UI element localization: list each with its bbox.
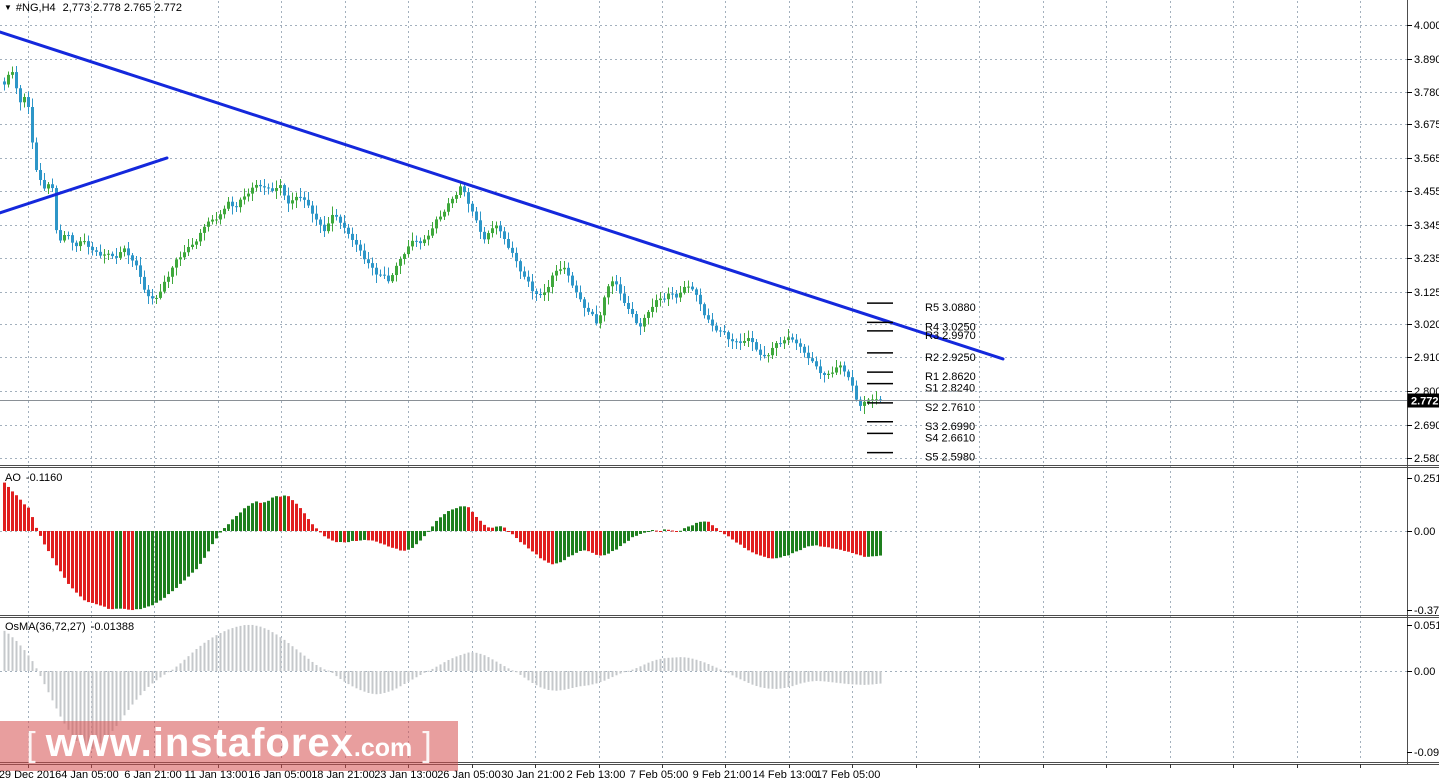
price-axis[interactable]: 4.000 3.890 3.780 3.675 3.565 3.455 3.345 3.235… xyxy=(1407,20,1439,759)
osma-indicator-label: OsMA(36,72,27) -0.01388 xyxy=(5,621,134,633)
ao-indicator-label: AO -0.1160 xyxy=(5,472,62,484)
level-label-R3: R3 2.9970 xyxy=(925,330,976,342)
level-label-R1: R1 2.8620 xyxy=(925,371,976,383)
osma-histogram xyxy=(3,624,882,750)
time-axis-label: 14 Feb 13:00 xyxy=(753,769,818,781)
y-axis-label-3.675: 3.675 xyxy=(1414,119,1439,131)
symbol-ohlc-quote: 2,773 2.778 2.765 2.772 xyxy=(62,2,182,14)
time-axis-label: 7 Feb 05:00 xyxy=(630,769,689,781)
osma-indicator-name: OsMA(36,72,27) xyxy=(5,621,86,633)
level-label-R5: R5 3.0880 xyxy=(925,302,976,314)
ao-indicator-name: AO xyxy=(5,472,21,484)
level-label-S2: S2 2.7610 xyxy=(925,402,975,414)
ao-axis-label--0.3747: -0.3747 xyxy=(1414,605,1439,617)
gridlines xyxy=(0,1,1407,761)
current-price-value: 2.772 xyxy=(1411,396,1439,408)
symbol-dropdown-icon[interactable]: ▼ xyxy=(4,3,12,12)
time-axis-label: 16 Jan 05:00 xyxy=(248,769,312,781)
time-axis-label: 29 Dec 2016 xyxy=(0,769,61,781)
ao-indicator-value: -0.1160 xyxy=(25,472,63,484)
osma-axis-label-0.00: 0.00 xyxy=(1414,666,1435,678)
y-axis-label-2.580: 2.580 xyxy=(1414,453,1439,465)
time-axis-label: 23 Jan 13:00 xyxy=(374,769,438,781)
time-axis-label: 18 Jan 21:00 xyxy=(311,769,375,781)
time-axis-label: 4 Jan 05:00 xyxy=(61,769,119,781)
y-axis-label-3.125: 3.125 xyxy=(1414,287,1439,299)
time-axis-label: 11 Jan 13:00 xyxy=(185,769,248,781)
y-axis-label-3.565: 3.565 xyxy=(1414,153,1439,165)
time-axis-label: 2 Feb 13:00 xyxy=(567,769,626,781)
y-axis-label-2.690: 2.690 xyxy=(1414,420,1439,432)
osma-indicator-value: -0.01388 xyxy=(90,621,135,633)
ao-histogram xyxy=(3,482,882,611)
level-label-S4: S4 2.6610 xyxy=(925,432,975,444)
y-axis-label-4.000: 4.000 xyxy=(1414,20,1439,32)
osma-axis-label-0.05133: 0.05133 xyxy=(1414,620,1439,632)
level-label-S5: S5 2.5980 xyxy=(925,452,975,464)
current-price-badge: 2.772 xyxy=(1407,393,1439,408)
osma-axis-label--0.0905: -0.0905 xyxy=(1414,747,1439,759)
y-axis-label-2.910: 2.910 xyxy=(1414,352,1439,364)
y-axis-label-3.345: 3.345 xyxy=(1414,220,1439,232)
y-axis-label-3.455: 3.455 xyxy=(1414,186,1439,198)
symbol-header: ▼ #NG,H4 2,773 2.778 2.765 2.772 xyxy=(4,2,182,14)
y-axis-label-3.020: 3.020 xyxy=(1414,319,1439,331)
descending-trendline[interactable] xyxy=(0,30,1005,361)
level-label-S1: S1 2.8240 xyxy=(925,383,975,395)
ascending-trendline[interactable] xyxy=(0,156,169,215)
y-axis-label-3.235: 3.235 xyxy=(1414,253,1439,265)
time-axis-label: 6 Jan 21:00 xyxy=(124,769,182,781)
time-axis-label: 9 Feb 21:00 xyxy=(693,769,752,781)
time-axis-label: 30 Jan 21:00 xyxy=(501,769,565,781)
ao-axis-label-0.2515: 0.2515 xyxy=(1414,473,1439,485)
candlestick-series xyxy=(3,66,882,415)
ao-axis-label-0.00: 0.00 xyxy=(1414,526,1435,538)
y-axis-label-3.780: 3.780 xyxy=(1414,87,1439,99)
symbol-title: #NG,H4 xyxy=(15,2,56,14)
time-axis-label: 17 Feb 05:00 xyxy=(816,769,881,781)
pane-borders xyxy=(0,0,1439,765)
level-label-R4: R4 3.0250 xyxy=(925,321,976,333)
level-label-R2: R2 2.9250 xyxy=(925,352,976,364)
level-label-S3: S3 2.6990 xyxy=(925,421,975,433)
time-axis-label: 26 Jan 05:00 xyxy=(437,769,501,781)
y-axis-label-3.890: 3.890 xyxy=(1414,54,1439,66)
time-axis[interactable]: 29 Dec 2016 4 Jan 05:00 6 Jan 21:00 11 Jan … xyxy=(0,764,1361,781)
